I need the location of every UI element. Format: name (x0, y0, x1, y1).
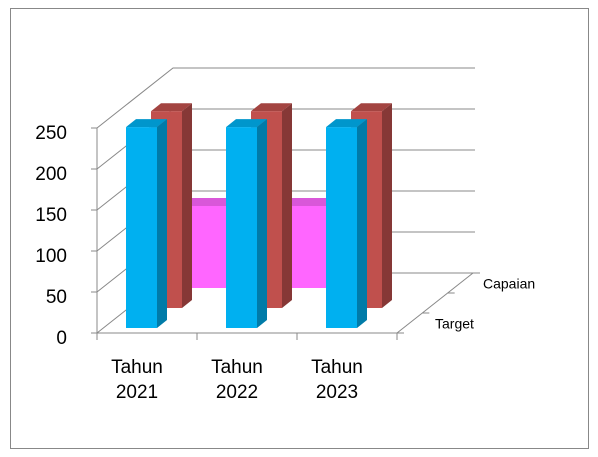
y-tick-label: 150 (35, 205, 67, 226)
bar-top (351, 103, 392, 112)
y-tick-label: 200 (35, 164, 67, 185)
bar-top (226, 119, 267, 128)
depth-axis (396, 272, 474, 334)
bar-top (251, 103, 292, 112)
depth-label: Capaian (483, 276, 535, 292)
depth-label: Target (435, 316, 474, 332)
bar-top (126, 119, 167, 128)
y-tick-label: 100 (35, 246, 67, 267)
bar (326, 127, 357, 328)
bar-side (282, 103, 292, 308)
bar-side (157, 119, 167, 328)
y-tick-label: 250 (35, 123, 67, 144)
bar-top (151, 103, 192, 112)
bar-side (257, 119, 267, 328)
bar-side (382, 103, 392, 308)
bar-side (357, 119, 367, 328)
bar-side (182, 103, 192, 308)
bar (126, 127, 157, 328)
x-tick-label: Tahun 2023 (311, 357, 363, 403)
bar (226, 127, 257, 328)
x-tick-label: Tahun 2021 (111, 357, 163, 403)
bar-top (326, 119, 367, 128)
x-tick-label: Tahun 2022 (211, 357, 263, 403)
y-tick-label: 50 (46, 287, 67, 308)
y-tick-label: 0 (56, 328, 67, 349)
grid-line (96, 67, 475, 129)
